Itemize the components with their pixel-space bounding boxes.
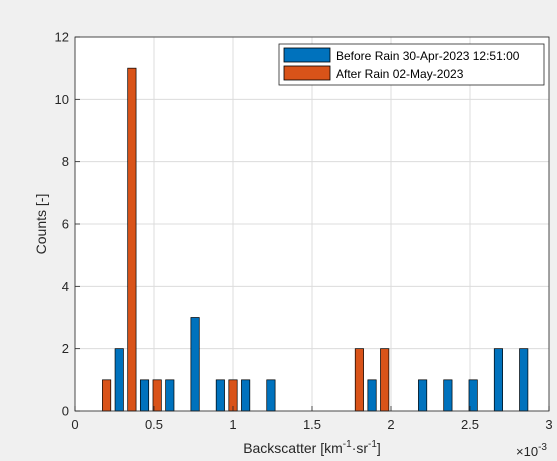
x-exponent-label: ×10-3 bbox=[516, 442, 547, 459]
y-tick-label: 4 bbox=[62, 279, 69, 294]
bars bbox=[102, 67, 529, 412]
bar-before-rain bbox=[114, 348, 124, 412]
y-tick-label: 6 bbox=[62, 217, 69, 232]
bar-after-rain bbox=[380, 348, 390, 412]
y-tick-label: 12 bbox=[55, 30, 69, 45]
bar-before-rain bbox=[443, 379, 453, 412]
y-axis-ticks: 0 2 4 6 8 10 12 bbox=[55, 30, 80, 419]
x-tick-label: 1.5 bbox=[303, 417, 321, 432]
x-tick-label: 1 bbox=[229, 417, 236, 432]
x-tick-label: 0 bbox=[71, 417, 78, 432]
bar-before-rain bbox=[266, 379, 276, 412]
x-tick-label: 2.5 bbox=[461, 417, 479, 432]
y-axis-label: Counts [-] bbox=[33, 194, 49, 255]
bar-before-rain bbox=[493, 348, 503, 412]
bar-after-rain bbox=[354, 348, 364, 412]
bar-before-rain bbox=[215, 379, 225, 412]
legend-label-after-rain: After Rain 02-May-2023 bbox=[336, 67, 464, 81]
bar-before-rain bbox=[139, 379, 150, 412]
y-tick-label: 0 bbox=[62, 404, 69, 419]
x-axis-label: Backscatter [km-1·sr-1] bbox=[243, 439, 381, 456]
y-tick-label: 10 bbox=[55, 92, 69, 107]
legend-swatch-after-rain bbox=[283, 65, 331, 81]
bar-before-rain bbox=[418, 379, 428, 412]
legend-swatch-before-rain bbox=[283, 47, 331, 63]
legend-label-before-rain: Before Rain 30-Apr-2023 12:51:00 bbox=[336, 49, 520, 63]
legend: Before Rain 30-Apr-2023 12:51:00 After R… bbox=[278, 43, 545, 86]
bar-after-rain bbox=[127, 67, 137, 412]
y-tick-label: 8 bbox=[62, 154, 69, 169]
x-axis-ticks: 0 0.5 1 1.5 2 2.5 3 bbox=[71, 406, 553, 432]
x-tick-label: 2 bbox=[387, 417, 394, 432]
bar-before-rain bbox=[165, 379, 175, 412]
bar-before-rain bbox=[241, 379, 251, 412]
bar-after-rain bbox=[102, 379, 112, 412]
bar-before-rain bbox=[190, 317, 200, 412]
x-tick-label: 3 bbox=[545, 417, 552, 432]
x-tick-label: 0.5 bbox=[145, 417, 163, 432]
bar-before-rain bbox=[367, 379, 377, 412]
bar-before-rain bbox=[519, 348, 529, 412]
y-tick-label: 2 bbox=[62, 341, 69, 356]
